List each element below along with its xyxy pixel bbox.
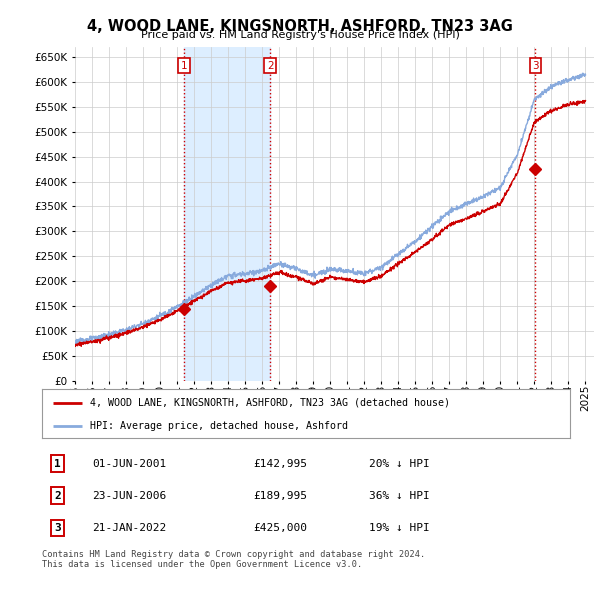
- Text: Contains HM Land Registry data © Crown copyright and database right 2024.
This d: Contains HM Land Registry data © Crown c…: [42, 550, 425, 569]
- Text: 1: 1: [55, 458, 61, 468]
- Text: 2: 2: [267, 61, 274, 71]
- Bar: [271, 47, 535, 381]
- Text: 4, WOOD LANE, KINGSNORTH, ASHFORD, TN23 3AG: 4, WOOD LANE, KINGSNORTH, ASHFORD, TN23 …: [87, 19, 513, 34]
- Text: 36% ↓ HPI: 36% ↓ HPI: [370, 491, 430, 500]
- Text: Price paid vs. HM Land Registry's House Price Index (HPI): Price paid vs. HM Land Registry's House …: [140, 30, 460, 40]
- Text: 3: 3: [55, 523, 61, 533]
- Text: 23-JUN-2006: 23-JUN-2006: [92, 491, 166, 500]
- Text: 3: 3: [532, 61, 539, 71]
- Text: 19% ↓ HPI: 19% ↓ HPI: [370, 523, 430, 533]
- Text: HPI: Average price, detached house, Ashford: HPI: Average price, detached house, Ashf…: [89, 421, 347, 431]
- Text: 20% ↓ HPI: 20% ↓ HPI: [370, 458, 430, 468]
- Text: £142,995: £142,995: [253, 458, 307, 468]
- Text: 2: 2: [55, 491, 61, 500]
- Text: 4, WOOD LANE, KINGSNORTH, ASHFORD, TN23 3AG (detached house): 4, WOOD LANE, KINGSNORTH, ASHFORD, TN23 …: [89, 398, 449, 408]
- Text: £189,995: £189,995: [253, 491, 307, 500]
- Text: 1: 1: [181, 61, 188, 71]
- Text: 21-JAN-2022: 21-JAN-2022: [92, 523, 166, 533]
- Bar: [184, 47, 271, 381]
- Text: £425,000: £425,000: [253, 523, 307, 533]
- Text: 01-JUN-2001: 01-JUN-2001: [92, 458, 166, 468]
